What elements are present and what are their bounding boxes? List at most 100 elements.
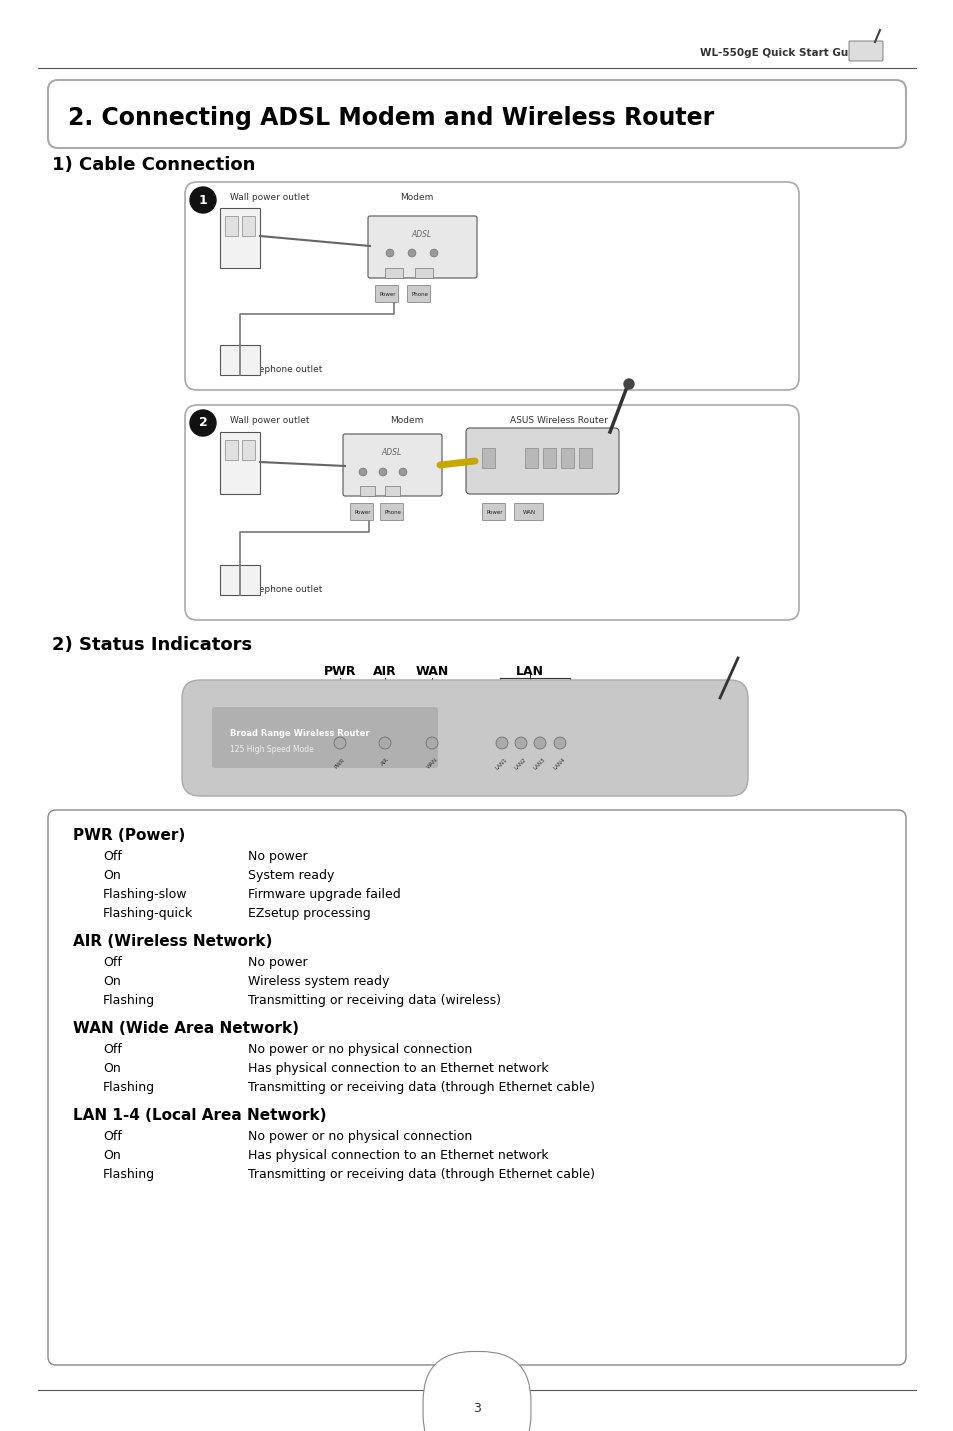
Text: Off: Off	[103, 850, 122, 863]
FancyBboxPatch shape	[350, 504, 374, 521]
Text: 1: 1	[198, 193, 207, 206]
Text: Phone: Phone	[411, 292, 428, 296]
Text: LAN: LAN	[516, 665, 543, 678]
FancyBboxPatch shape	[48, 810, 905, 1365]
Circle shape	[426, 737, 437, 748]
FancyBboxPatch shape	[465, 428, 618, 494]
Text: LAN 1-4 (Local Area Network): LAN 1-4 (Local Area Network)	[73, 1108, 326, 1123]
Text: PWR: PWR	[323, 665, 355, 678]
Text: Wireless system ready: Wireless system ready	[248, 975, 389, 987]
Text: AIR: AIR	[379, 757, 390, 767]
Text: Transmitting or receiving data (wireless): Transmitting or receiving data (wireless…	[248, 995, 500, 1007]
FancyBboxPatch shape	[380, 504, 403, 521]
Text: Broad Range Wireless Router: Broad Range Wireless Router	[230, 728, 369, 737]
Text: Off: Off	[103, 956, 122, 969]
Circle shape	[378, 737, 391, 748]
Text: PWR (Power): PWR (Power)	[73, 829, 185, 843]
Bar	[220, 345, 260, 375]
Bar	[542, 448, 556, 468]
Circle shape	[430, 249, 437, 258]
Circle shape	[378, 468, 387, 477]
FancyBboxPatch shape	[482, 504, 505, 521]
Text: 1) Cable Connection: 1) Cable Connection	[52, 156, 255, 175]
Text: Off: Off	[103, 1130, 122, 1143]
Text: WL-550gE Quick Start Guide: WL-550gE Quick Start Guide	[700, 49, 865, 59]
Text: ASUS Wireless Router: ASUS Wireless Router	[510, 416, 607, 425]
Text: No power or no physical connection: No power or no physical connection	[248, 1043, 472, 1056]
Text: System ready: System ready	[248, 869, 334, 881]
Bar	[242, 439, 254, 459]
Bar	[415, 268, 433, 278]
FancyBboxPatch shape	[375, 286, 398, 302]
Text: WAN (Wide Area Network): WAN (Wide Area Network)	[73, 1020, 298, 1036]
Bar	[359, 487, 375, 497]
Text: On: On	[103, 1062, 121, 1075]
Bar	[385, 268, 402, 278]
Text: Wall telephone outlet: Wall telephone outlet	[225, 365, 322, 373]
Circle shape	[534, 737, 545, 748]
Text: Flashing: Flashing	[103, 995, 155, 1007]
Text: Flashing-slow: Flashing-slow	[103, 889, 188, 902]
Bar	[578, 448, 592, 468]
Circle shape	[554, 737, 565, 748]
Circle shape	[408, 249, 416, 258]
Text: AIR: AIR	[373, 665, 396, 678]
Text: ADSL: ADSL	[381, 448, 402, 456]
Text: Wall power outlet: Wall power outlet	[230, 193, 309, 202]
Circle shape	[334, 737, 346, 748]
Text: Modem: Modem	[399, 193, 433, 202]
Circle shape	[515, 737, 526, 748]
Text: ADSL: ADSL	[412, 230, 432, 239]
Text: 3: 3	[473, 1401, 480, 1414]
Circle shape	[623, 379, 634, 389]
FancyBboxPatch shape	[185, 405, 799, 620]
Bar	[242, 216, 254, 236]
Bar	[385, 487, 399, 497]
Text: Phone: Phone	[384, 509, 401, 515]
Text: Wall power outlet: Wall power outlet	[230, 416, 309, 425]
Bar	[524, 448, 537, 468]
Text: 2. Connecting ADSL Modem and Wireless Router: 2. Connecting ADSL Modem and Wireless Ro…	[68, 106, 714, 130]
Circle shape	[386, 249, 394, 258]
Text: Has physical connection to an Ethernet network: Has physical connection to an Ethernet n…	[248, 1062, 548, 1075]
Bar	[225, 216, 237, 236]
Text: Flashing: Flashing	[103, 1080, 155, 1095]
Text: WAN: WAN	[522, 509, 535, 515]
Text: AIR (Wireless Network): AIR (Wireless Network)	[73, 934, 273, 949]
Text: Power: Power	[486, 509, 503, 515]
Text: Flashing-quick: Flashing-quick	[103, 907, 193, 920]
FancyBboxPatch shape	[343, 434, 441, 497]
Circle shape	[398, 468, 407, 477]
Bar	[560, 448, 574, 468]
FancyBboxPatch shape	[185, 182, 799, 391]
Text: Modem: Modem	[390, 416, 423, 425]
Text: Power: Power	[379, 292, 395, 296]
Text: LAN2: LAN2	[514, 757, 527, 771]
Text: LAN3: LAN3	[533, 757, 546, 771]
Text: Transmitting or receiving data (through Ethernet cable): Transmitting or receiving data (through …	[248, 1168, 595, 1181]
Text: 2: 2	[198, 416, 207, 429]
Text: Transmitting or receiving data (through Ethernet cable): Transmitting or receiving data (through …	[248, 1080, 595, 1095]
Text: 2) Status Indicators: 2) Status Indicators	[52, 635, 252, 654]
Text: On: On	[103, 1149, 121, 1162]
Text: PWR: PWR	[334, 757, 346, 770]
Text: Wall telephone outlet: Wall telephone outlet	[225, 585, 322, 594]
FancyBboxPatch shape	[48, 80, 905, 147]
Text: No power or no physical connection: No power or no physical connection	[248, 1130, 472, 1143]
Text: LAN4: LAN4	[553, 757, 566, 771]
Text: Firmware upgrade failed: Firmware upgrade failed	[248, 889, 400, 902]
Text: On: On	[103, 975, 121, 987]
Circle shape	[496, 737, 507, 748]
FancyBboxPatch shape	[514, 504, 543, 521]
Text: 125 High Speed Mode: 125 High Speed Mode	[230, 746, 314, 754]
Text: Flashing: Flashing	[103, 1168, 155, 1181]
Circle shape	[358, 468, 367, 477]
FancyBboxPatch shape	[407, 286, 430, 302]
Text: Off: Off	[103, 1043, 122, 1056]
Bar	[225, 439, 237, 459]
Text: No power: No power	[248, 850, 307, 863]
FancyBboxPatch shape	[182, 680, 747, 796]
Text: No power: No power	[248, 956, 307, 969]
Text: WAN: WAN	[415, 665, 448, 678]
Bar	[481, 448, 495, 468]
